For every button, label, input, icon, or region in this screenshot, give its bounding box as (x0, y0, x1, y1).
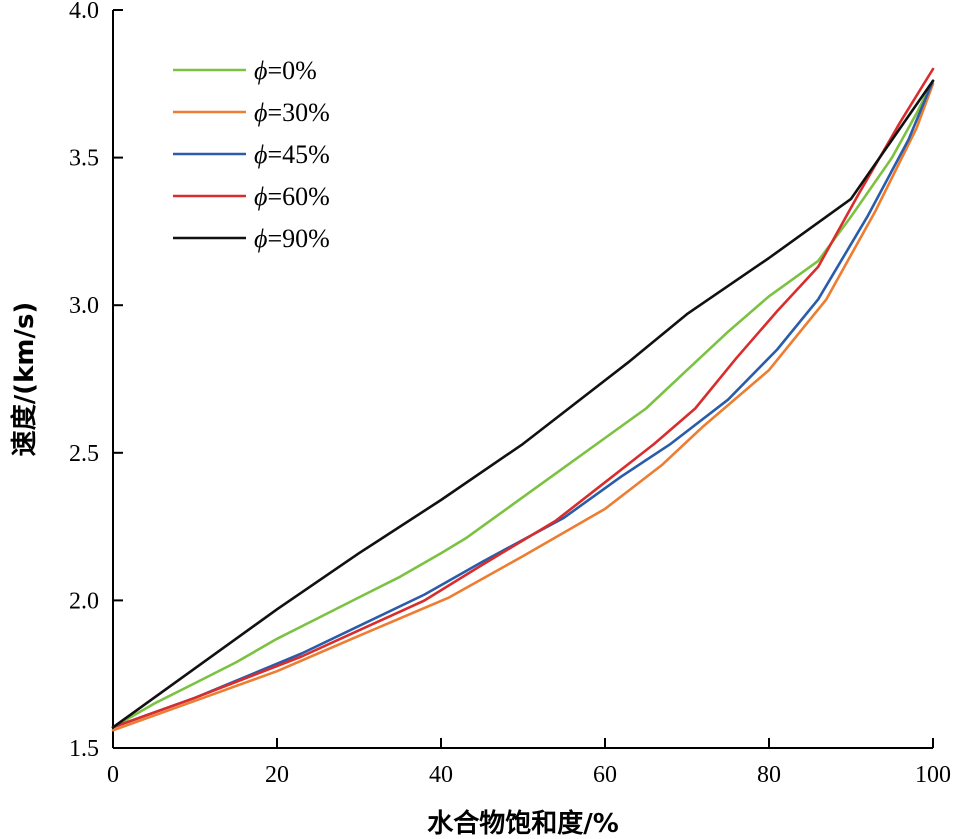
chart-ticks: 0 20 40 60 80 100 1.5 2.0 2.5 3.0 3.5 4.0 (69, 0, 951, 788)
series-line-0 (111, 79, 935, 729)
legend-symbol: ϕ (254, 182, 267, 211)
legend-label: ϕ=60% (254, 182, 330, 211)
legend-value: =90% (267, 224, 329, 253)
series-line-1 (111, 82, 935, 732)
x-tick-label: 60 (593, 762, 617, 788)
y-tick-label: 3.0 (69, 293, 99, 319)
legend-label: ϕ=30% (254, 98, 330, 127)
series-line-3 (111, 67, 935, 729)
chart-axes (112, 10, 933, 749)
x-tick-label: 20 (265, 762, 289, 788)
series-line-4 (111, 79, 935, 729)
legend-value: =45% (267, 140, 329, 169)
legend-symbol: ϕ (254, 56, 267, 85)
x-tick-label: 40 (429, 762, 453, 788)
legend-value: =0% (267, 56, 316, 85)
y-tick-label: 2.5 (69, 441, 99, 467)
x-tick-label: 100 (915, 762, 951, 788)
y-axis-title: 速度/(km/s) (9, 302, 40, 457)
legend-label: ϕ=90% (254, 224, 330, 253)
legend-symbol: ϕ (254, 98, 267, 127)
x-tick-label: 80 (757, 762, 781, 788)
legend-label: ϕ=45% (254, 140, 330, 169)
y-tick-label: 4.0 (69, 0, 99, 24)
chart-legend: ϕ=0%ϕ=30%ϕ=45%ϕ=60%ϕ=90% (173, 56, 330, 253)
series-line-2 (111, 79, 935, 729)
x-tick-label: 0 (107, 762, 119, 788)
legend-symbol: ϕ (254, 224, 267, 253)
y-tick-label: 1.5 (69, 736, 99, 762)
legend-symbol: ϕ (254, 140, 267, 169)
legend-label: ϕ=0% (254, 56, 317, 85)
y-tick-label: 3.5 (69, 146, 99, 172)
legend-value: =60% (267, 182, 329, 211)
x-axis-title: 水合物饱和度/% (427, 808, 619, 839)
y-tick-label: 2.0 (69, 588, 99, 614)
legend-value: =30% (267, 98, 329, 127)
chart-series (111, 67, 935, 732)
